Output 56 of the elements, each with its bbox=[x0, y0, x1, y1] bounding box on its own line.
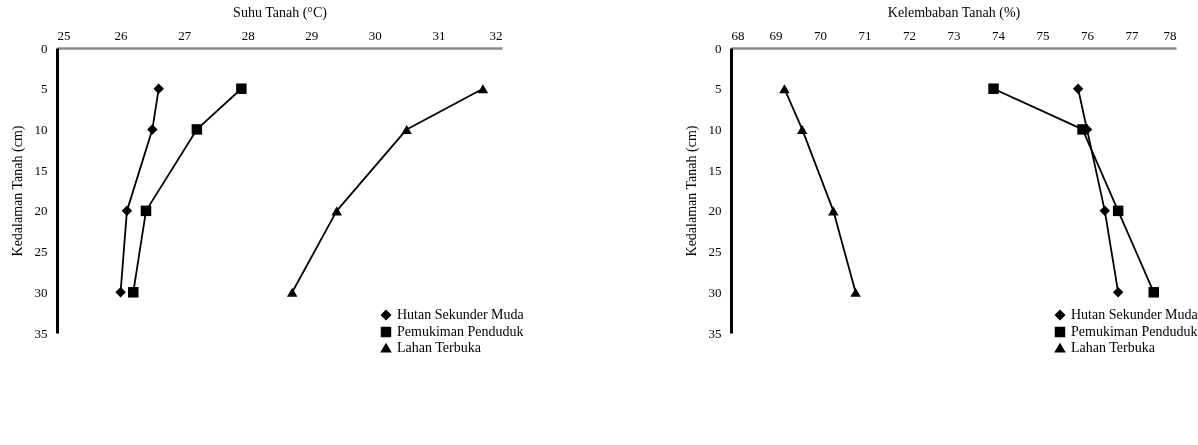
x-tick-label: 77 bbox=[1125, 27, 1139, 43]
x-tick-label: 31 bbox=[432, 27, 446, 43]
y-tick-label: 20 bbox=[708, 203, 722, 219]
x-tick-label: 29 bbox=[305, 27, 319, 43]
y-tick-label: 15 bbox=[34, 162, 48, 178]
point bbox=[1112, 205, 1124, 217]
point bbox=[1099, 205, 1111, 217]
y-tick-label: 10 bbox=[708, 121, 722, 137]
legend-label: Lahan Terbuka bbox=[397, 340, 482, 355]
x-tick-label: 28 bbox=[241, 27, 255, 43]
x-tick-label: 68 bbox=[731, 27, 745, 43]
y-tick-label: 25 bbox=[708, 244, 722, 260]
point bbox=[1112, 287, 1124, 298]
y-tick-label: 25 bbox=[34, 244, 48, 260]
y-tick-label: 5 bbox=[41, 81, 48, 97]
point bbox=[1148, 287, 1159, 298]
point bbox=[796, 124, 808, 134]
x-tick-label: 25 bbox=[57, 27, 71, 43]
y-axis-title: Kedalaman Tanah (cm) bbox=[9, 125, 26, 257]
y-tick-label: 15 bbox=[708, 162, 722, 178]
y-axis-title: Kedalaman Tanah (cm) bbox=[683, 125, 700, 257]
x-tick-label: 32 bbox=[489, 27, 503, 43]
point bbox=[1072, 83, 1084, 94]
legend-label: Lahan Terbuka bbox=[1071, 340, 1156, 355]
y-tick-label: 0 bbox=[41, 40, 48, 56]
x-tick-label: 26 bbox=[114, 27, 129, 43]
point bbox=[779, 84, 790, 94]
x-tick-label: 30 bbox=[368, 27, 382, 43]
x-tick-label: 74 bbox=[992, 27, 1006, 43]
y-tick-label: 0 bbox=[715, 40, 722, 56]
y-tick-label: 5 bbox=[715, 81, 722, 97]
y-tick-label: 35 bbox=[708, 325, 722, 341]
x-tick-label: 73 bbox=[947, 27, 961, 43]
y-tick-label: 30 bbox=[708, 284, 722, 300]
x-tick-label: 71 bbox=[858, 27, 872, 43]
x-axis-title: Kelembaban Tanah (%) bbox=[887, 4, 1021, 21]
x-tick-label: 69 bbox=[769, 27, 783, 43]
y-tick-label: 20 bbox=[34, 203, 48, 219]
x-tick-label: 75 bbox=[1036, 27, 1050, 43]
point bbox=[988, 83, 999, 94]
legend-label: Pemukiman Penduduk bbox=[1071, 324, 1198, 339]
x-tick-label: 70 bbox=[814, 27, 827, 43]
legend-label: Hutan Sekunder Muda bbox=[397, 307, 525, 322]
y-tick-label: 10 bbox=[34, 121, 48, 137]
point bbox=[828, 206, 839, 216]
x-axis-title: Suhu Tanah (°C) bbox=[233, 4, 328, 21]
y-tick-label: 30 bbox=[34, 284, 48, 300]
legend-label: Hutan Sekunder Muda bbox=[1071, 307, 1198, 322]
point bbox=[1077, 124, 1088, 135]
y-tick-label: 35 bbox=[34, 325, 48, 341]
x-tick-label: 76 bbox=[1081, 27, 1095, 43]
legend-label: Pemukiman Penduduk bbox=[397, 324, 524, 339]
x-tick-label: 78 bbox=[1163, 27, 1177, 43]
point bbox=[850, 287, 861, 297]
x-tick-label: 27 bbox=[178, 27, 192, 43]
x-tick-label: 72 bbox=[903, 27, 916, 43]
